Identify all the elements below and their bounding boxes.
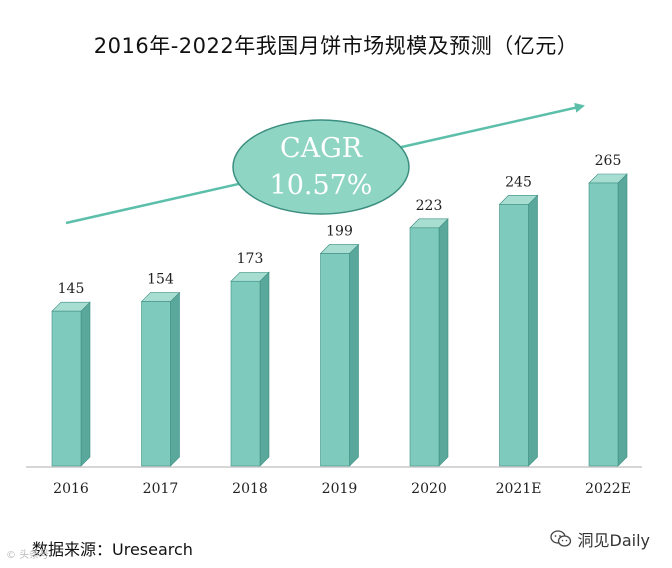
bar-side-2017 — [170, 291, 180, 467]
bar-side-2022E — [617, 173, 628, 467]
x-tick-label-2022E: 2022E — [585, 481, 631, 497]
data-label-2019: 199 — [326, 223, 353, 239]
bar-2019 — [320, 253, 350, 467]
data-label-2017: 154 — [147, 272, 174, 288]
data-label-2018: 173 — [237, 251, 264, 267]
x-tick-label-2021E: 2021E — [496, 481, 542, 497]
bar-2020 — [409, 227, 440, 467]
bar-2018 — [230, 280, 261, 467]
chart-title: 2016年-2022年我国月饼市场规模及预测（亿元） — [93, 34, 579, 58]
cagr-label: CAGR — [280, 133, 363, 164]
data-source-note: 数据来源：Uresearch — [32, 540, 193, 559]
data-label-2021E: 245 — [505, 174, 532, 190]
bar-side-2019 — [349, 243, 359, 467]
bar-2017 — [141, 301, 171, 467]
x-tick-label-2019: 2019 — [322, 481, 358, 497]
cagr-ellipse — [232, 119, 410, 215]
cagr-value: 10.57% — [270, 170, 373, 201]
data-label-2020: 223 — [416, 198, 443, 214]
x-tick-label-2018: 2018 — [232, 481, 268, 497]
bar-2016 — [51, 310, 82, 467]
watermark-text: 洞见Daily — [577, 531, 651, 550]
x-tick-label-2020: 2020 — [411, 481, 447, 497]
bar-side-2021E — [528, 194, 538, 467]
watermark: 洞见Daily — [549, 527, 651, 551]
bar-2022E — [588, 182, 619, 467]
data-label-2016: 145 — [58, 281, 85, 297]
watermark-left: © 头条号 — [6, 550, 50, 561]
bar-side-2018 — [259, 271, 270, 467]
bar-side-2020 — [438, 218, 449, 467]
bar-side-2016 — [80, 301, 91, 467]
data-label-2022E: 265 — [595, 153, 622, 169]
bar-2021E — [499, 204, 529, 467]
x-tick-label-2017: 2017 — [143, 481, 179, 497]
x-tick-label-2016: 2016 — [53, 481, 89, 497]
wechat-icon — [549, 530, 571, 547]
